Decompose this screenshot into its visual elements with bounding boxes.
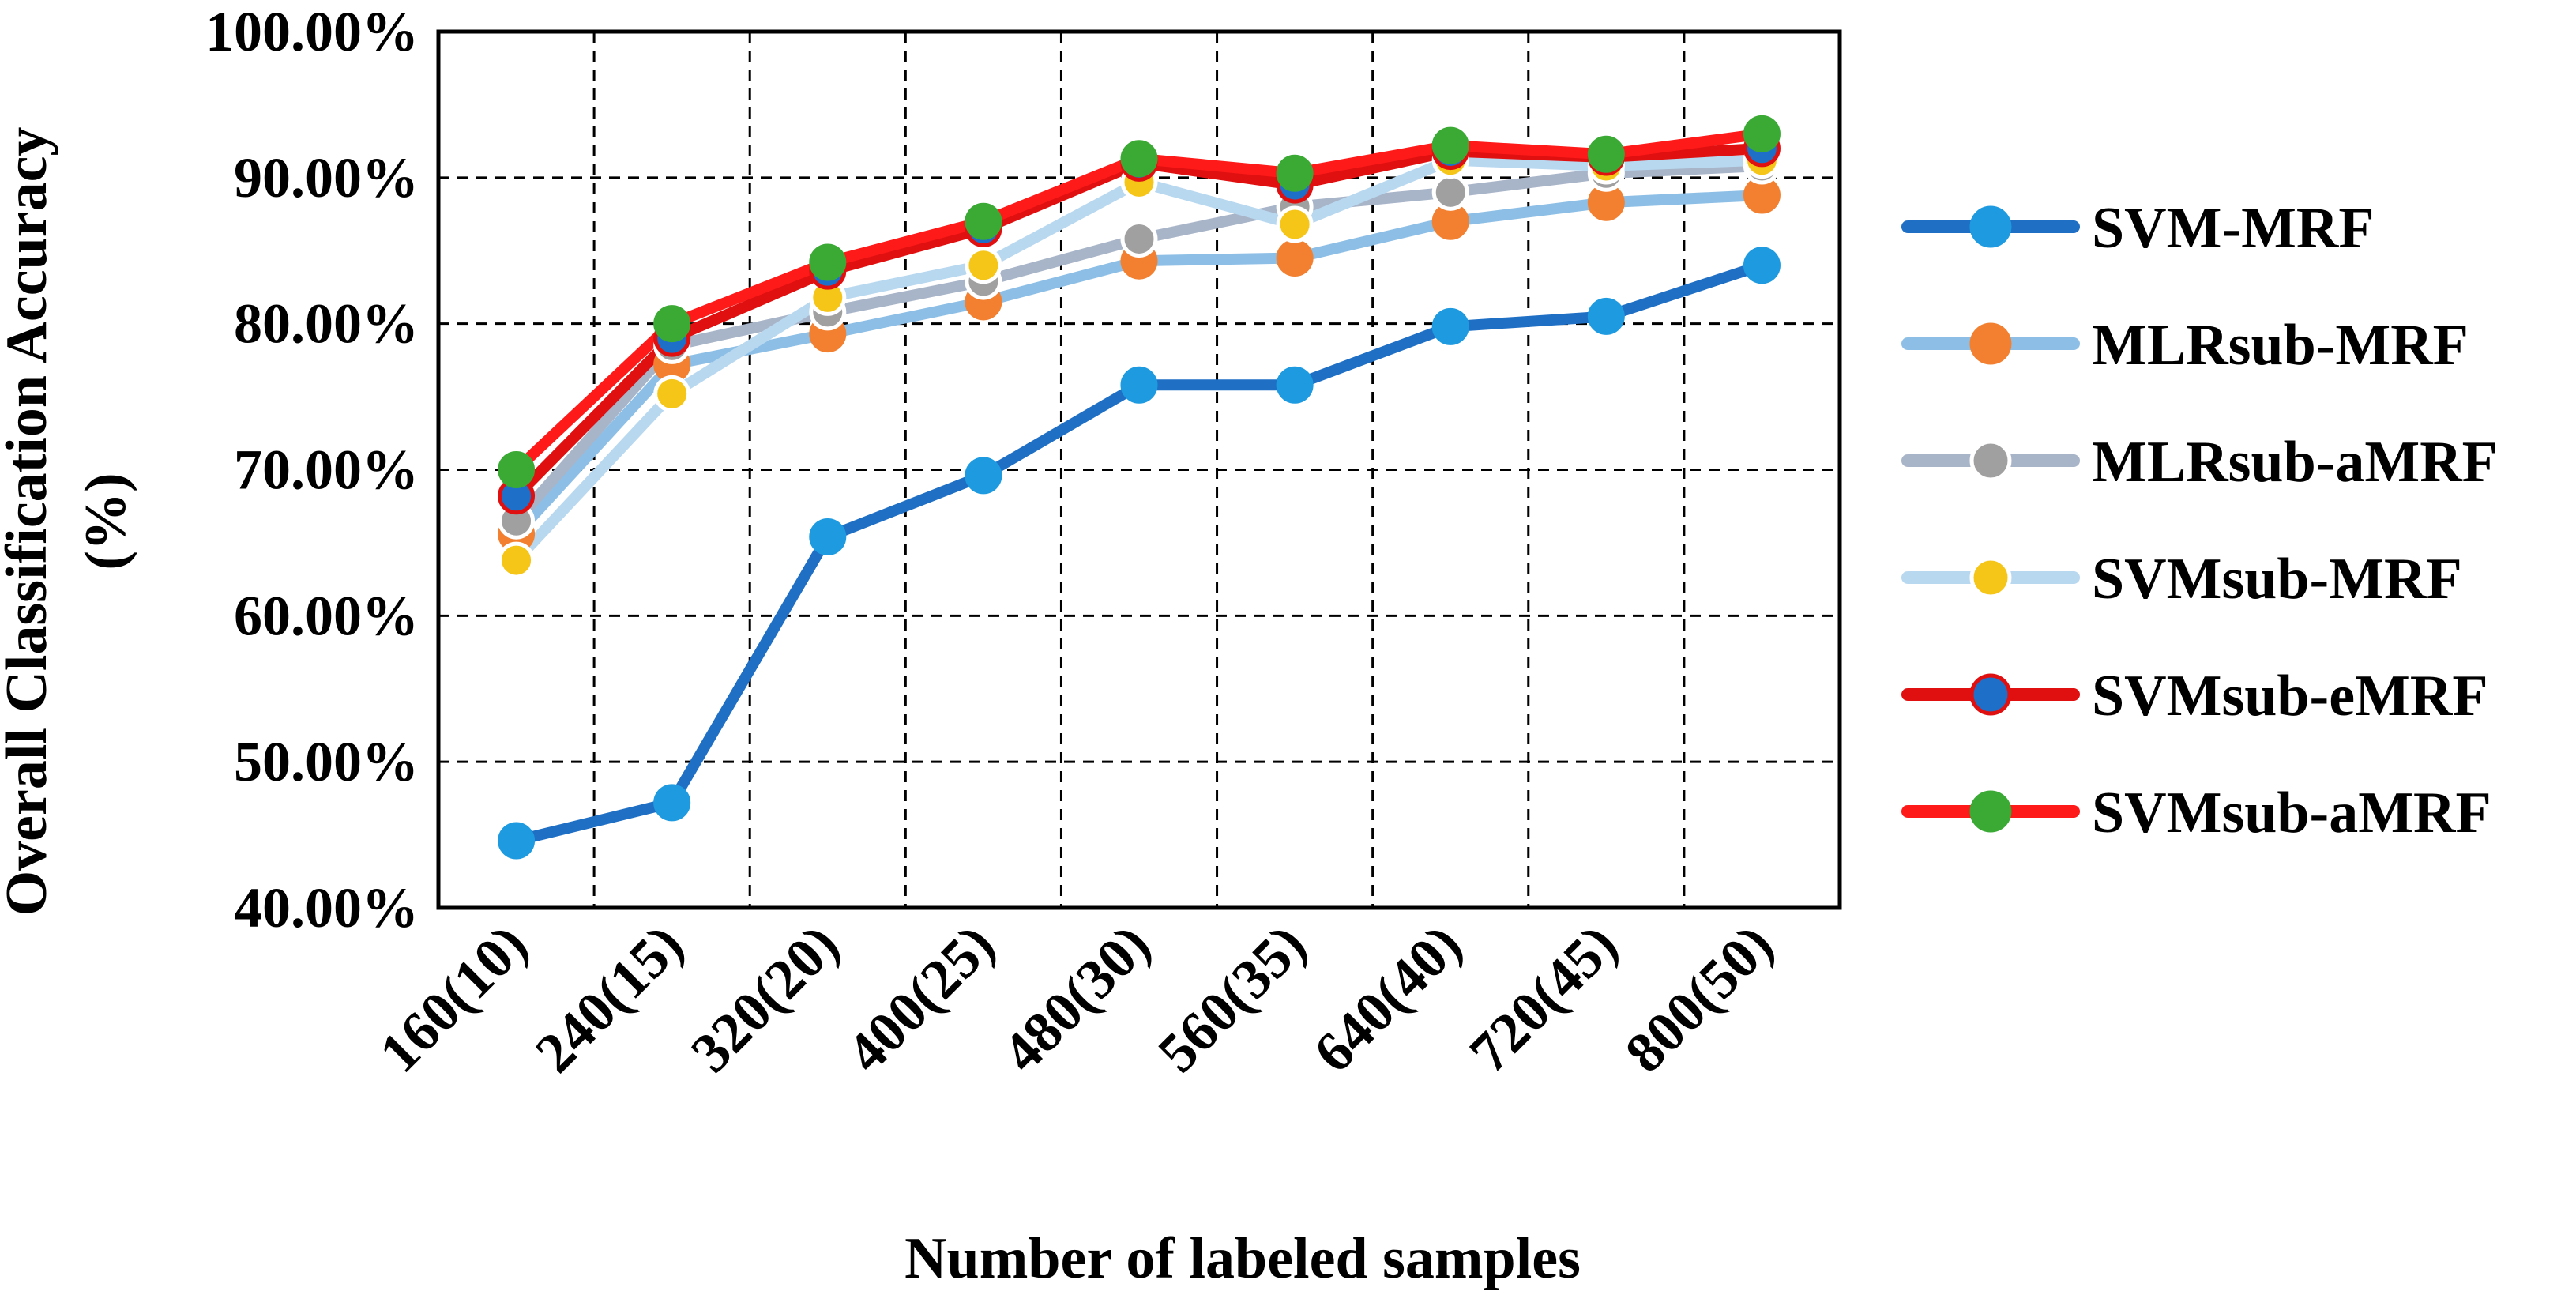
data-point [498, 541, 536, 579]
data-point [1120, 366, 1158, 404]
legend-label: SVMsub-eMRF [2092, 664, 2488, 728]
legend-label: SVM-MRF [2092, 196, 2375, 261]
legend-swatch-marker [1969, 205, 2012, 248]
data-point [1276, 239, 1314, 277]
data-point [1276, 154, 1314, 192]
y-tick-label: 60.00% [234, 584, 419, 647]
legend: SVM-MRF MLRsub-MRF MLRsub-aMRF SVMsub-MRF SV… [1901, 196, 2498, 845]
y-axis-tick-labels: 40.00% 50.00% 60.00% 70.00% 80.00% 90.00% 100.… [205, 0, 419, 939]
series-lines [498, 115, 1781, 860]
legend-swatch-marker [1969, 439, 2012, 482]
data-point [653, 375, 691, 412]
data-point [1743, 247, 1781, 284]
data-point [809, 243, 847, 281]
legend-label: SVMsub-MRF [2092, 547, 2462, 612]
legend-label: MLRsub-MRF [2092, 313, 2469, 378]
y-tick-label: 50.00% [234, 730, 419, 793]
y-tick-label: 80.00% [234, 292, 419, 356]
data-point [498, 822, 536, 860]
data-point [809, 518, 847, 556]
data-point [653, 784, 691, 822]
data-point [1120, 220, 1158, 258]
data-point [965, 202, 1002, 240]
data-point [1276, 205, 1314, 243]
y-axis-title: Overall Classification Accuracy [0, 127, 59, 917]
y-tick-label: 100.00% [205, 0, 419, 63]
legend-swatch-marker [1969, 790, 2012, 833]
plot-area-border [436, 29, 1842, 910]
data-point [1587, 135, 1625, 173]
data-point [965, 247, 1002, 284]
y-tick-label: 40.00% [234, 876, 419, 939]
data-point [1587, 297, 1625, 335]
data-point [498, 451, 536, 488]
legend-swatch-marker [1969, 322, 2012, 365]
data-point [653, 305, 691, 343]
data-point [1431, 307, 1469, 345]
y-tick-label: 70.00% [234, 439, 419, 502]
x-axis-title: Number of labeled samples [904, 1226, 1581, 1291]
data-point [1431, 173, 1469, 211]
y-axis-unit: (%) [73, 472, 138, 570]
legend-swatch-marker [1969, 673, 2012, 716]
legend-label: MLRsub-aMRF [2092, 430, 2498, 495]
legend-swatch-marker [1969, 556, 2012, 599]
data-point [1743, 115, 1781, 152]
legend-label: SVMsub-aMRF [2092, 781, 2491, 845]
data-point [1120, 140, 1158, 178]
data-point [965, 457, 1002, 495]
data-point [1431, 126, 1469, 164]
data-point [1276, 366, 1314, 404]
y-tick-label: 90.00% [234, 146, 419, 209]
